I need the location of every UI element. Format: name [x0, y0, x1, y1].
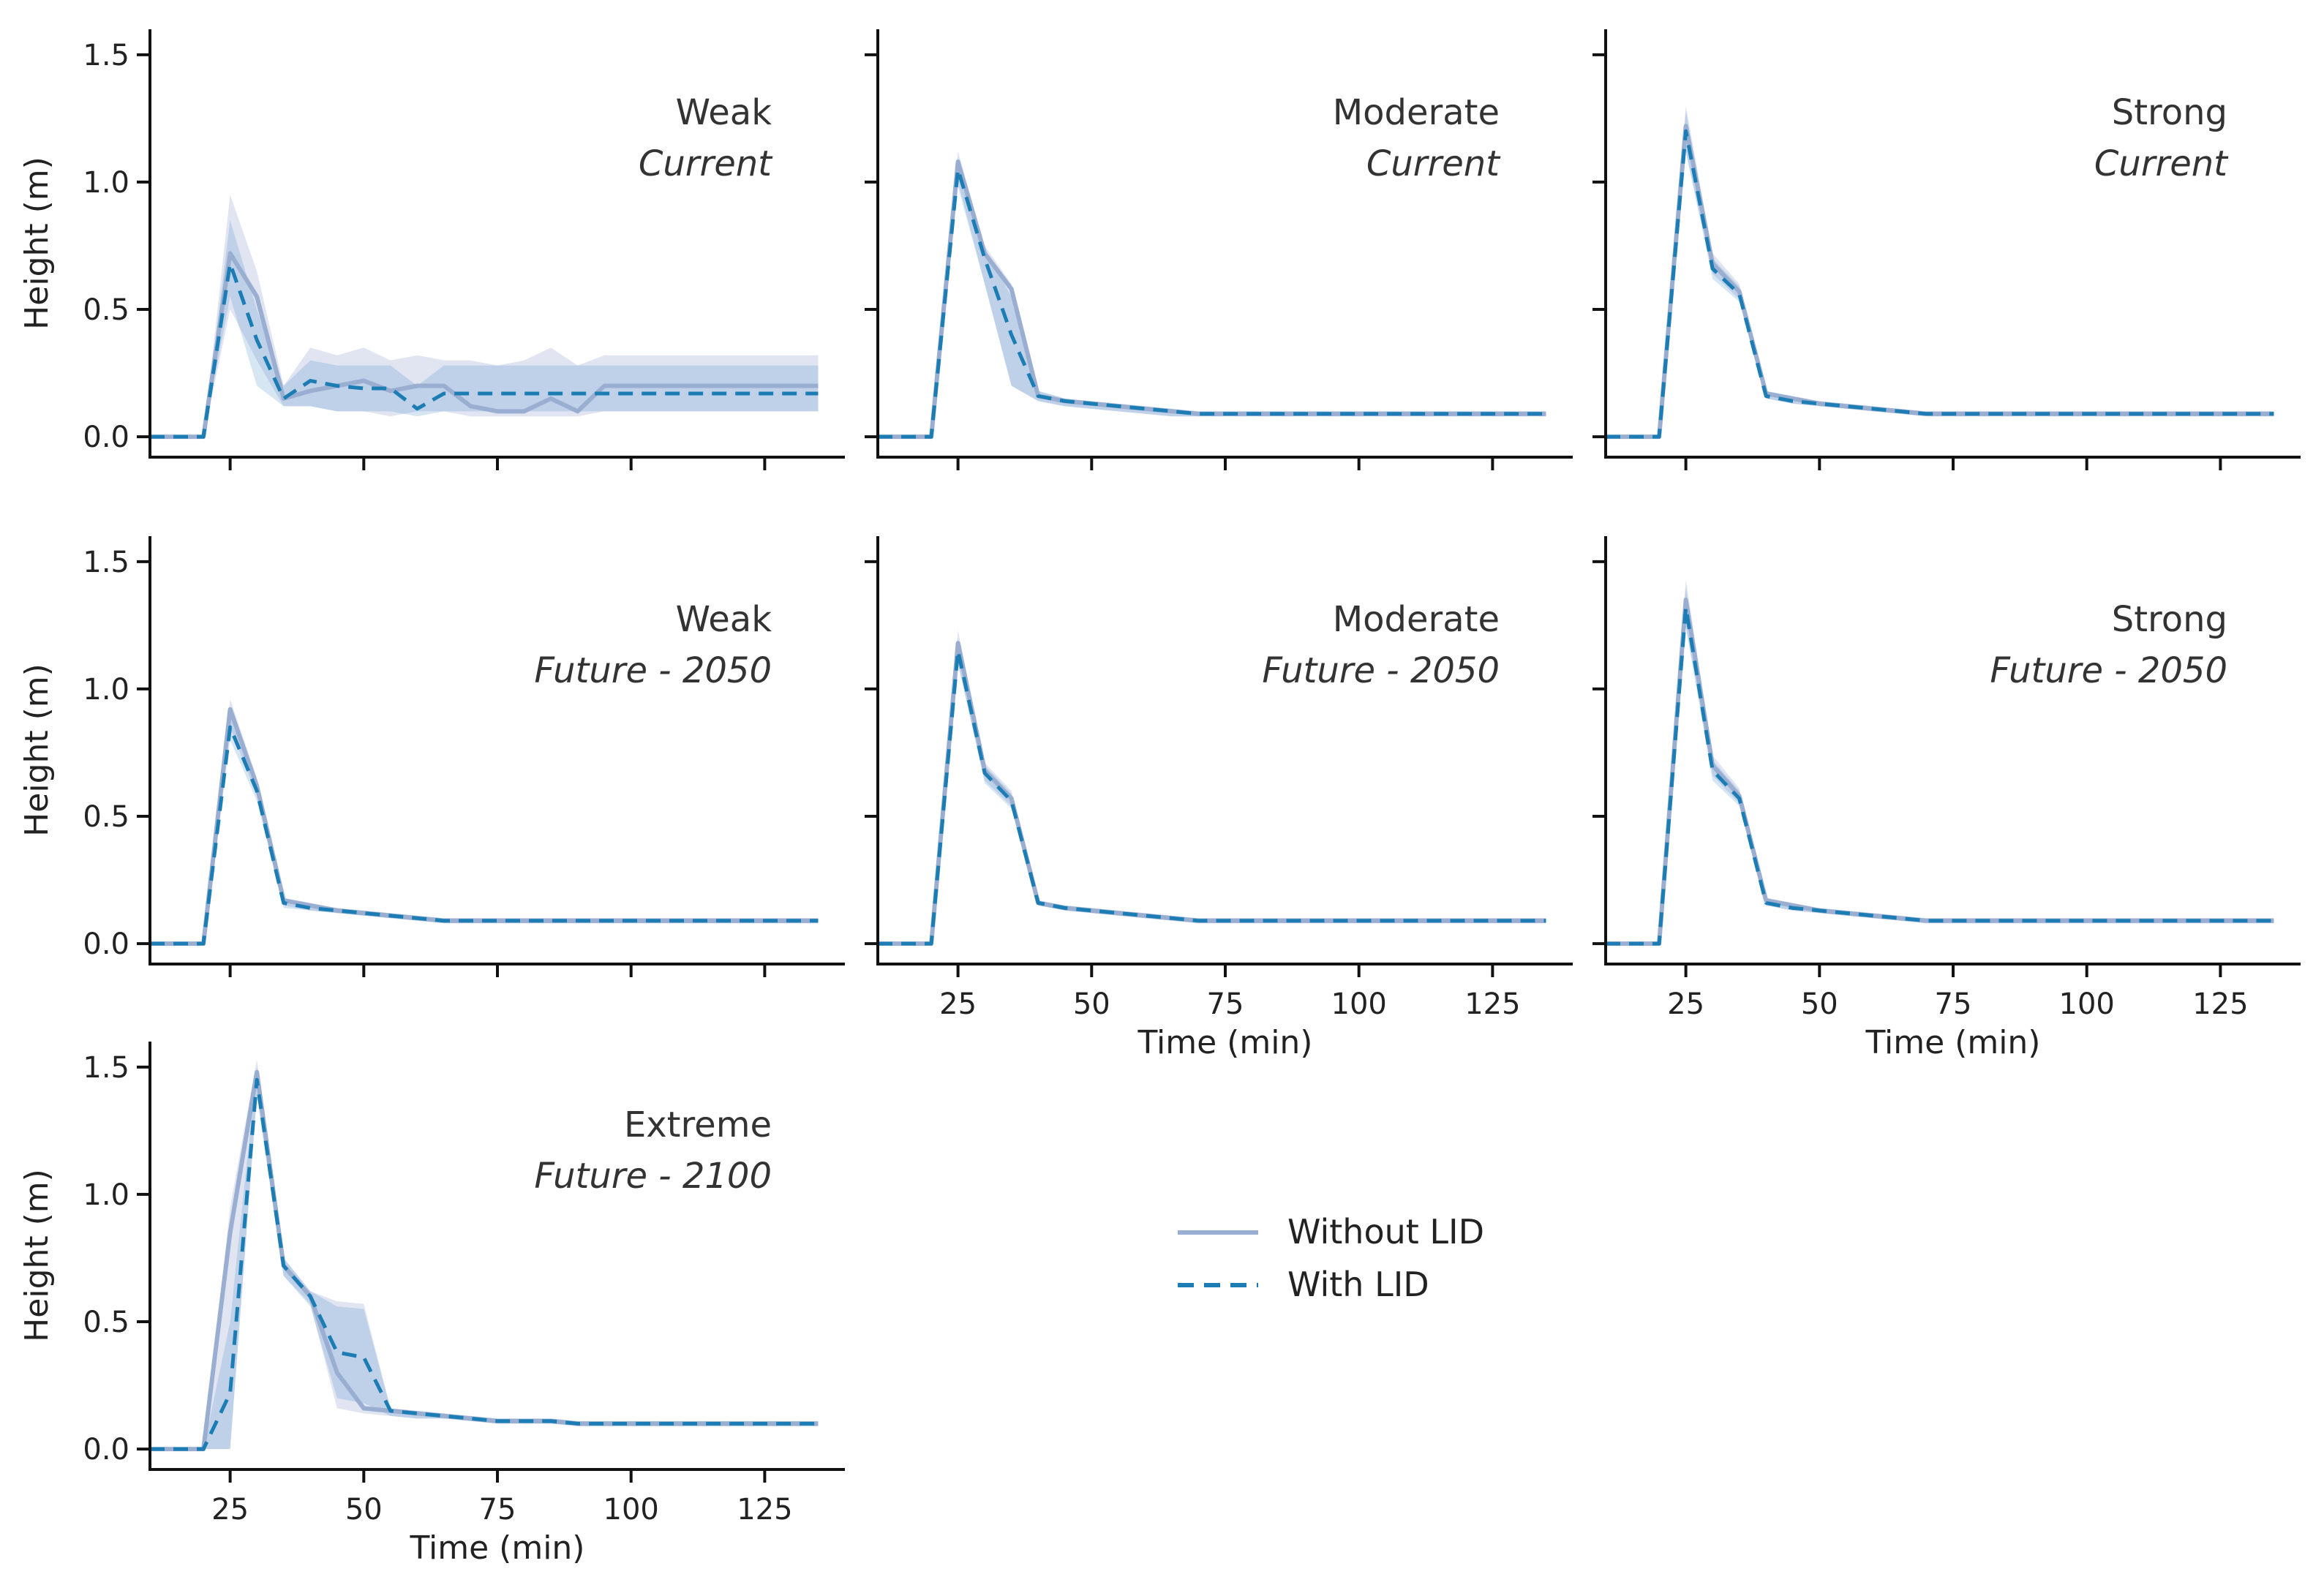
panel-weak-2050: 0.0 0.5 1.0 1.5 Height (m) Weak Future - 2050: [18, 536, 845, 977]
band-with-lid: [1606, 587, 2274, 944]
x-tick-label: 75: [1207, 987, 1244, 1021]
x-axis-label: Time (min): [1137, 1024, 1313, 1061]
x-tick-label: 75: [479, 1493, 516, 1527]
y-axis-label: Height (m): [18, 663, 56, 837]
legend: Without LID With LID: [1178, 1212, 1484, 1304]
series-line-with-lid: [150, 261, 819, 439]
panel-moderate-2050: 25 50 75 100 125 Time (min) Moderate Future - 2…: [865, 536, 1573, 1061]
x-tick-label: 125: [2192, 987, 2248, 1021]
band-with-lid: [150, 714, 819, 944]
y-tick-label: 0.5: [83, 800, 129, 834]
y-tick-label: 1.0: [83, 1178, 129, 1212]
panel-title-scenario: Strong: [2112, 599, 2227, 640]
y-tick-label: 1.5: [83, 1051, 129, 1085]
band-without-lid: [150, 1059, 819, 1450]
panel-moderate-current: Moderate Current: [865, 29, 1573, 470]
y-axis-label: Height (m): [18, 1169, 56, 1342]
series-line-without-lid: [150, 251, 819, 440]
y-tick-label: 1.0: [83, 166, 129, 200]
panel-title-period: Current: [2094, 143, 2229, 184]
legend-label-with-lid: With LID: [1287, 1265, 1429, 1304]
panel-title-period: Future - 2050: [1990, 650, 2227, 691]
band-without-lid: [150, 699, 819, 944]
series-line-with-lid: [150, 1077, 819, 1451]
x-tick-label: 25: [1667, 987, 1704, 1021]
panel-title-period: Current: [639, 143, 773, 184]
panel-title-period: Future - 2050: [534, 650, 772, 691]
x-tick-label: 125: [1464, 987, 1520, 1021]
x-tick-label: 125: [737, 1493, 792, 1527]
panel-weak-current: 0.0 0.5 1.0 1.5 Height (m) Weak Current: [18, 29, 845, 470]
series-line-without-lid: [150, 707, 819, 946]
y-tick-label: 1.5: [83, 39, 129, 72]
panel-title-scenario: Weak: [676, 92, 772, 133]
y-tick-label: 1.5: [83, 546, 129, 579]
x-tick-label: 50: [345, 1493, 383, 1527]
panel-title-scenario: Weak: [676, 599, 772, 640]
y-tick-label: 0.5: [83, 293, 129, 327]
x-tick-label: 100: [2059, 987, 2115, 1021]
x-axis-label: Time (min): [1865, 1024, 2041, 1061]
series-line-with-lid: [878, 649, 1546, 946]
x-tick-label: 25: [939, 987, 977, 1021]
y-tick-label: 0.0: [83, 927, 129, 961]
series-line-with-lid: [878, 167, 1546, 439]
panel-title-period: Future - 2100: [534, 1156, 772, 1197]
series-line-with-lid: [150, 725, 819, 946]
panel-strong-current: Strong Current: [1592, 29, 2301, 470]
band-with-lid: [878, 157, 1546, 437]
y-axis-label: Height (m): [18, 157, 56, 330]
legend-label-without-lid: Without LID: [1287, 1212, 1484, 1251]
panel-title-scenario: Extreme: [624, 1104, 772, 1145]
y-tick-label: 0.0: [83, 1433, 129, 1467]
panel-strong-2050: 25 50 75 100 125 Time (min) Strong Future - 205…: [1592, 536, 2301, 1061]
y-tick-label: 0.0: [83, 421, 129, 454]
x-tick-label: 100: [603, 1493, 659, 1527]
series-line-with-lid: [1606, 606, 2274, 946]
x-tick-label: 75: [1935, 987, 1972, 1021]
x-tick-label: 25: [211, 1493, 249, 1527]
panel-extreme-2100: 0.0 0.5 1.0 1.5 25 50 75 100 125 Height (m) Time (…: [18, 1042, 845, 1567]
x-tick-label: 50: [1073, 987, 1110, 1021]
x-tick-label: 50: [1801, 987, 1838, 1021]
panel-title-scenario: Moderate: [1333, 599, 1500, 640]
band-with-lid: [150, 220, 819, 437]
band-without-lid: [150, 195, 819, 437]
series-line-without-lid: [878, 159, 1546, 440]
y-tick-label: 0.5: [83, 1306, 129, 1339]
series-line-with-lid: [1606, 129, 2274, 439]
panel-title-period: Future - 2050: [1262, 650, 1500, 691]
y-tick-label: 1.0: [83, 673, 129, 707]
panel-title-scenario: Moderate: [1333, 92, 1500, 133]
x-axis-label: Time (min): [410, 1529, 585, 1567]
panel-title-scenario: Strong: [2112, 92, 2227, 133]
panel-title-period: Current: [1366, 143, 1501, 184]
band-without-lid: [878, 151, 1546, 437]
x-tick-label: 100: [1331, 987, 1387, 1021]
